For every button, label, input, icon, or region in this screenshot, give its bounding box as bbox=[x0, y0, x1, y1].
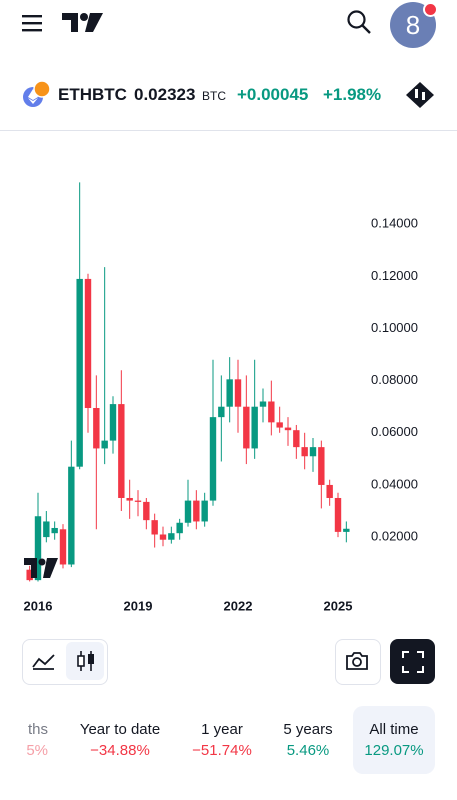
candle-body bbox=[201, 500, 208, 522]
period-tab[interactable]: ths 5% bbox=[0, 706, 48, 774]
candle-body bbox=[259, 401, 267, 407]
y-tick-label: 0.06000 bbox=[371, 424, 418, 439]
period-tab[interactable]: Year to date −34.88% bbox=[68, 706, 172, 774]
watermark bbox=[24, 558, 58, 578]
snapshot-button[interactable] bbox=[335, 639, 381, 685]
symbol[interactable]: ETHBTC bbox=[58, 85, 127, 104]
x-tick-label: 2022 bbox=[224, 598, 253, 613]
y-tick-label: 0.02000 bbox=[371, 529, 418, 544]
x-tick-label: 2019 bbox=[124, 598, 153, 613]
candle-body bbox=[251, 406, 258, 449]
candle-body bbox=[301, 447, 308, 457]
candle-body bbox=[276, 422, 283, 428]
divider bbox=[0, 130, 457, 131]
period-label: 1 year bbox=[201, 721, 243, 738]
period-tab[interactable]: 5 years 5.46% bbox=[270, 706, 346, 774]
candle-body bbox=[43, 521, 50, 538]
period-change: 5% bbox=[26, 742, 48, 759]
x-tick-label: 2025 bbox=[324, 598, 353, 613]
candle-body bbox=[184, 500, 192, 523]
candlestick-chart: 0.02000 0.04000 0.06000 0.08000 0.10000 0.120… bbox=[24, 182, 418, 613]
period-label: ths bbox=[27, 721, 48, 738]
candle-body bbox=[101, 440, 108, 449]
notification-dot bbox=[423, 2, 438, 17]
y-tick-label: 0.10000 bbox=[371, 320, 418, 335]
candle-body bbox=[234, 379, 242, 407]
candle-body bbox=[84, 278, 92, 409]
candle-body bbox=[226, 379, 233, 407]
period-change: −51.74% bbox=[192, 742, 252, 759]
candle-body bbox=[143, 501, 150, 521]
candle-body bbox=[109, 404, 117, 441]
candle-body bbox=[209, 417, 217, 501]
change: +0.00045 bbox=[237, 85, 309, 104]
fullscreen-button[interactable] bbox=[390, 639, 435, 684]
search-button[interactable] bbox=[346, 9, 372, 35]
period-label: All time bbox=[369, 721, 419, 738]
alert-button[interactable] bbox=[404, 80, 436, 110]
candle-body bbox=[334, 497, 342, 532]
period-label: Year to date bbox=[79, 721, 161, 738]
line-chart-button[interactable] bbox=[30, 649, 58, 673]
candle-body bbox=[51, 527, 58, 534]
period-tab[interactable]: All time 129.07% bbox=[353, 706, 435, 774]
candle-body bbox=[59, 529, 67, 565]
candle-icon bbox=[77, 651, 94, 671]
x-tick-label: 2016 bbox=[24, 598, 53, 613]
candle-body bbox=[118, 404, 125, 498]
candle-body bbox=[284, 427, 292, 431]
y-tick-label: 0.14000 bbox=[371, 216, 418, 231]
change-percent: +1.98% bbox=[323, 85, 382, 104]
candle-body bbox=[168, 533, 175, 540]
period-change: 5.46% bbox=[286, 742, 330, 759]
candle-body bbox=[218, 406, 225, 418]
candle-body bbox=[159, 534, 167, 540]
price: 0.02323 bbox=[134, 85, 196, 104]
candle-body bbox=[76, 278, 83, 467]
menu-button[interactable] bbox=[20, 12, 44, 34]
fullscreen-icon bbox=[402, 651, 424, 673]
currency: BTC bbox=[202, 89, 226, 103]
period-tab[interactable]: 1 year −51.74% bbox=[184, 706, 260, 774]
y-tick-label: 0.04000 bbox=[371, 476, 418, 491]
period-label: 5 years bbox=[283, 721, 333, 738]
candle-body bbox=[193, 500, 200, 522]
y-tick-label: 0.08000 bbox=[371, 372, 418, 387]
candle-body bbox=[176, 522, 183, 534]
candle-body bbox=[26, 569, 33, 581]
candle-body bbox=[134, 500, 142, 502]
candle-body bbox=[151, 520, 158, 535]
y-tick-label: 0.12000 bbox=[371, 268, 418, 283]
camera-icon bbox=[346, 652, 368, 670]
candle-body bbox=[318, 447, 325, 485]
candle-button[interactable] bbox=[66, 642, 104, 680]
candle-body bbox=[243, 406, 250, 449]
symbol-icon bbox=[23, 80, 51, 107]
period-change: 129.07% bbox=[364, 742, 424, 759]
candle-body bbox=[268, 401, 275, 423]
candle-body bbox=[326, 484, 333, 498]
candle-body bbox=[68, 466, 75, 565]
candle-body bbox=[343, 528, 350, 532]
candle-body bbox=[126, 497, 133, 501]
logo[interactable] bbox=[62, 12, 104, 34]
candle-body bbox=[93, 408, 100, 449]
candle-body bbox=[34, 516, 42, 581]
candle-body bbox=[309, 447, 317, 457]
candle-body bbox=[293, 430, 300, 448]
period-change: −34.88% bbox=[90, 742, 150, 759]
